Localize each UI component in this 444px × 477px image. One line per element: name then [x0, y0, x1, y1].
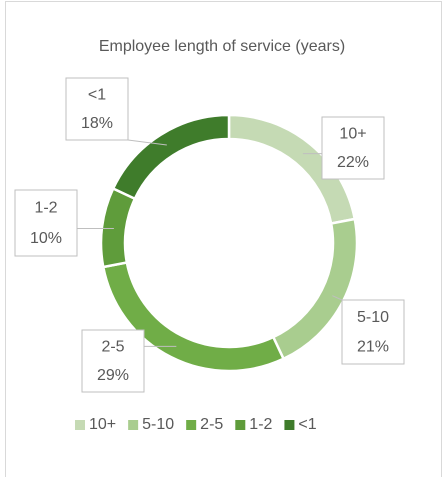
data-label-value: 29% [97, 367, 129, 384]
legend-swatch [128, 420, 139, 430]
legend-label: 2-5 [200, 416, 223, 433]
data-label-category: 2-5 [101, 339, 124, 356]
leader-line [127, 139, 167, 146]
data-label-value: 10% [30, 230, 62, 247]
data-label-category: <1 [88, 87, 106, 104]
legend-swatch [235, 420, 246, 430]
data-label-category: 10+ [339, 126, 366, 143]
legend-swatch [284, 420, 295, 430]
legend-label: 10+ [89, 416, 116, 433]
data-label-box [341, 299, 405, 365]
legend-swatch [186, 420, 197, 430]
data-label-box [65, 77, 129, 141]
data-label-category: 5-10 [357, 309, 389, 326]
data-label-box [81, 329, 145, 393]
data-label-value: 18% [81, 115, 113, 132]
chart-title: Employee length of service (years) [99, 38, 345, 55]
data-label-box [14, 189, 78, 257]
data-label-box [321, 116, 385, 180]
legend-label: 1-2 [249, 416, 272, 433]
leader-line [332, 295, 343, 301]
legend-label: <1 [298, 416, 316, 433]
donut-segment [111, 113, 231, 201]
data-label-value: 22% [337, 154, 369, 171]
data-label-category: 1-2 [34, 200, 57, 217]
legend-label: 5-10 [142, 416, 174, 433]
data-label-value: 21% [357, 339, 389, 356]
legend-swatch [75, 420, 85, 430]
